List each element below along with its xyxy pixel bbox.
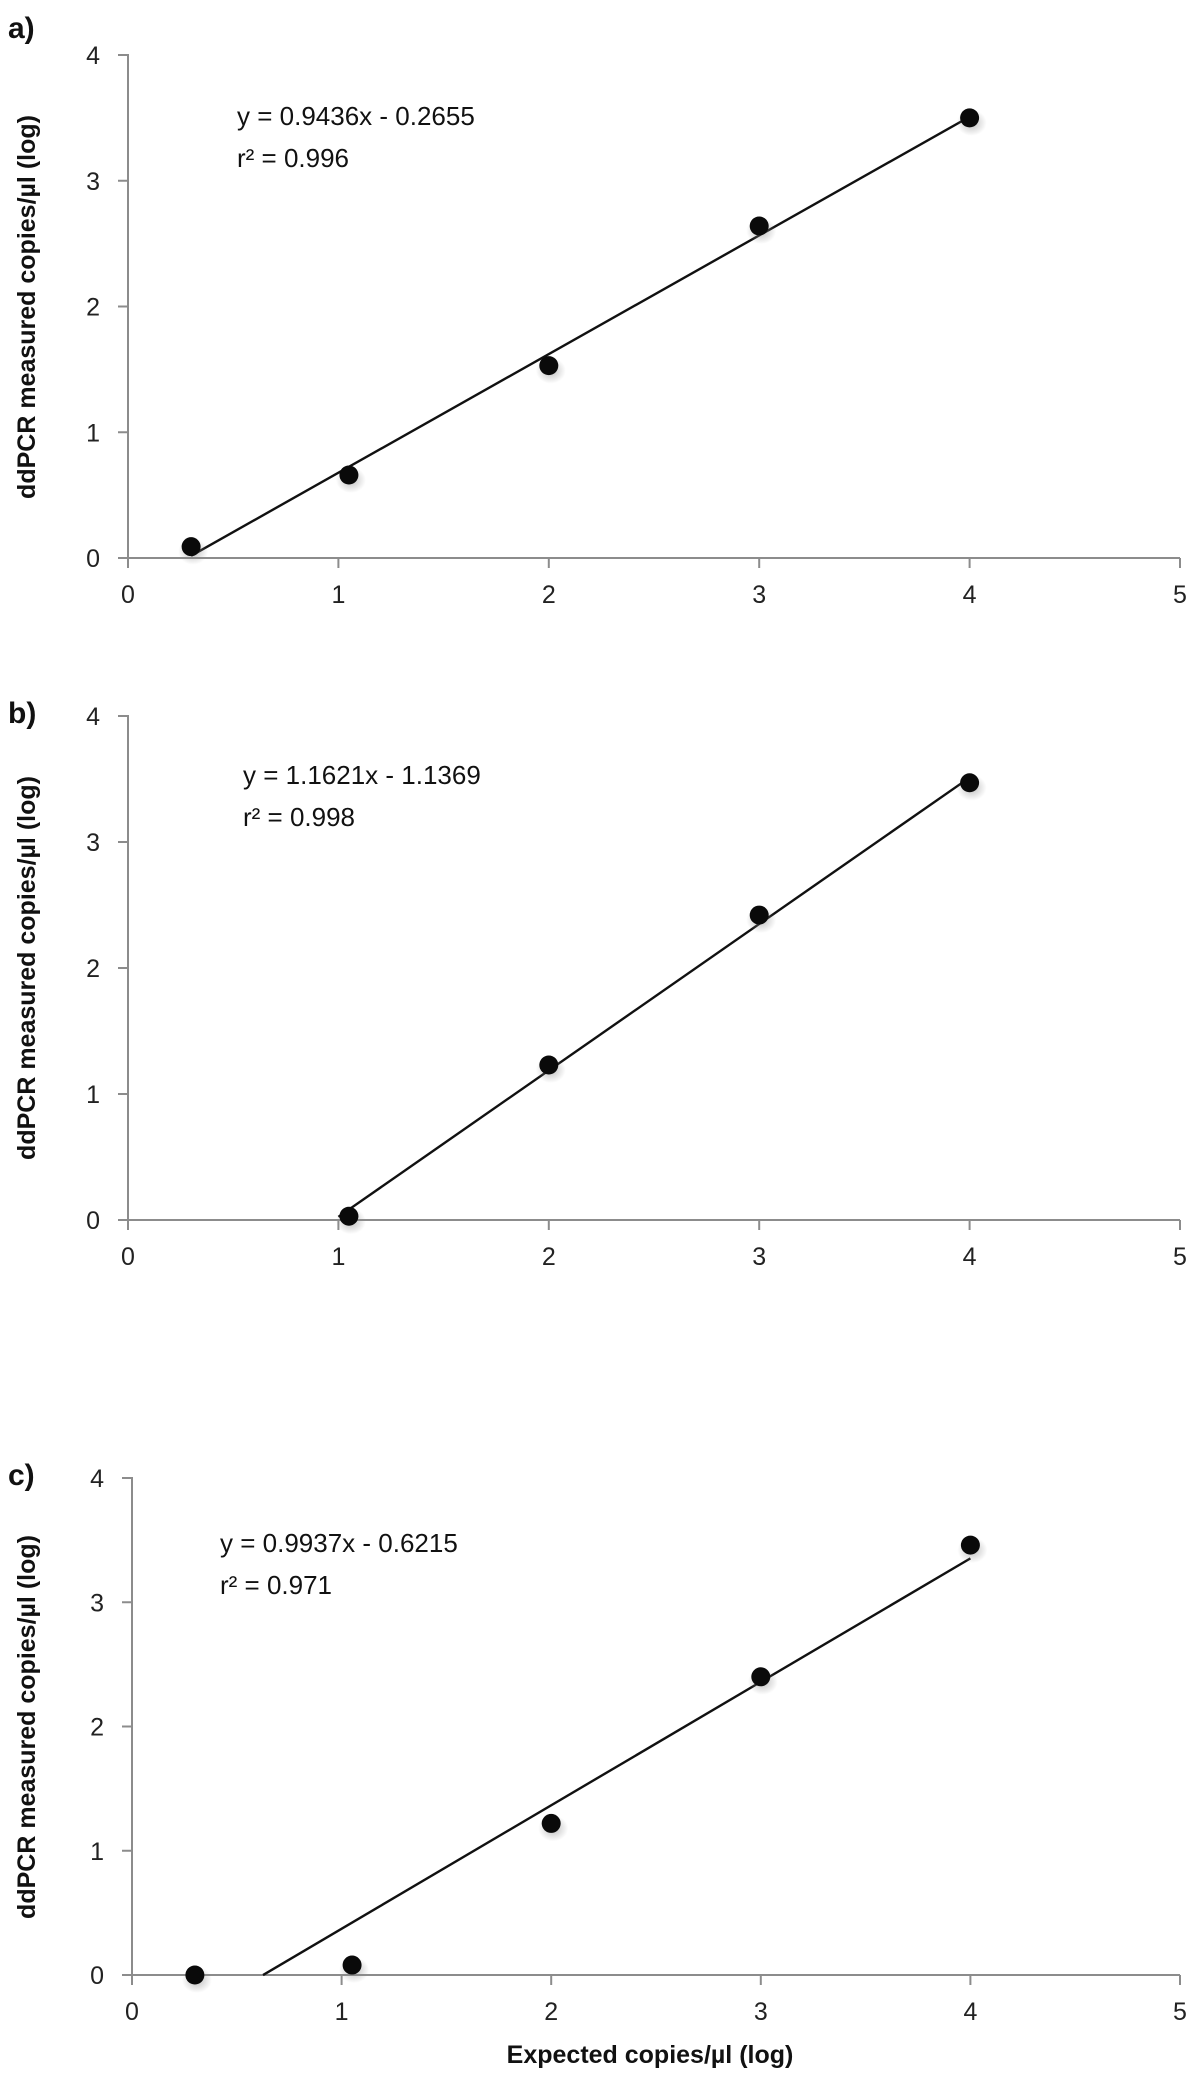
data-point xyxy=(339,1206,359,1226)
x-tick-label: 2 xyxy=(542,581,556,609)
x-tick-label: 1 xyxy=(335,1998,349,2026)
y-tick-label: 3 xyxy=(90,1589,104,1617)
x-tick-label: 0 xyxy=(121,1243,135,1271)
x-tick-label: 3 xyxy=(752,1243,766,1271)
x-tick-label: 5 xyxy=(1173,581,1187,609)
panel-label: c) xyxy=(8,1459,35,1492)
trendline-equation: y = 0.9436x - 0.2655 xyxy=(237,101,475,131)
data-point xyxy=(342,1955,362,1975)
x-tick-label: 0 xyxy=(121,581,135,609)
x-tick-label: 0 xyxy=(125,1998,139,2026)
y-tick-label: 0 xyxy=(86,1207,100,1235)
x-tick-label: 2 xyxy=(544,1998,558,2026)
data-point xyxy=(749,905,769,925)
y-axis-title: ddPCR measured copies/µl (log) xyxy=(13,115,41,499)
data-point xyxy=(751,1667,771,1687)
y-tick-label: 4 xyxy=(86,703,100,731)
x-tick-label: 4 xyxy=(963,1998,977,2026)
y-tick-label: 1 xyxy=(86,1081,100,1109)
y-tick-label: 2 xyxy=(86,294,100,322)
data-point xyxy=(960,108,980,128)
y-tick-label: 4 xyxy=(90,1465,104,1493)
x-tick-label: 5 xyxy=(1173,1998,1187,2026)
y-tick-label: 3 xyxy=(86,168,100,196)
y-axis-title: ddPCR measured copies/µl (log) xyxy=(13,776,41,1160)
data-point xyxy=(960,1535,980,1555)
panel-label: b) xyxy=(8,697,36,730)
y-tick-label: 1 xyxy=(86,419,100,447)
x-tick-label: 4 xyxy=(963,1243,977,1271)
x-tick-label: 5 xyxy=(1173,1243,1187,1271)
trendline xyxy=(190,115,971,557)
y-tick-label: 0 xyxy=(86,545,100,573)
data-point xyxy=(539,356,559,376)
data-point xyxy=(181,537,201,557)
panel-label: a) xyxy=(8,12,35,45)
data-point xyxy=(960,773,980,793)
data-point xyxy=(749,216,769,236)
x-tick-label: 3 xyxy=(752,581,766,609)
x-tick-label: 1 xyxy=(331,581,345,609)
chart-panel-3: c) 0 1 2 3 4 5 0 1 2 3 4 ddPCR measured copies/µl (l… xyxy=(8,1459,1187,2069)
trendline-equation: y = 0.9937x - 0.6215 xyxy=(220,1528,458,1558)
trendline xyxy=(337,776,971,1218)
y-tick-label: 4 xyxy=(86,42,100,70)
chart-panel-2: b) 0 1 2 3 4 5 0 1 2 3 4 ddPCR measured copies/µl (l… xyxy=(8,697,1187,1271)
trendline xyxy=(262,1557,972,1977)
y-tick-label: 2 xyxy=(90,1714,104,1742)
r-squared-label: r² = 0.998 xyxy=(243,802,355,832)
y-tick-label: 2 xyxy=(86,955,100,983)
y-tick-label: 3 xyxy=(86,829,100,857)
x-tick-label: 4 xyxy=(963,581,977,609)
r-squared-label: r² = 0.996 xyxy=(237,143,349,173)
data-point xyxy=(539,1055,559,1075)
trendline-equation: y = 1.1621x - 1.1369 xyxy=(243,760,481,790)
data-point xyxy=(185,1965,205,1985)
chart-panel-1: a) 0 1 2 3 4 5 0 1 2 3 4 ddPCR measured copies/µl (l… xyxy=(8,12,1187,609)
x-tick-label: 2 xyxy=(542,1243,556,1271)
x-axis-title: Expected copies/µl (log) xyxy=(507,2041,794,2069)
y-tick-label: 1 xyxy=(90,1838,104,1866)
y-axis-title: ddPCR measured copies/µl (log) xyxy=(13,1535,41,1919)
data-point xyxy=(541,1813,561,1833)
x-tick-label: 3 xyxy=(754,1998,768,2026)
x-tick-label: 1 xyxy=(331,1243,345,1271)
data-point xyxy=(339,465,359,485)
y-tick-label: 0 xyxy=(90,1962,104,1990)
r-squared-label: r² = 0.971 xyxy=(220,1570,332,1600)
